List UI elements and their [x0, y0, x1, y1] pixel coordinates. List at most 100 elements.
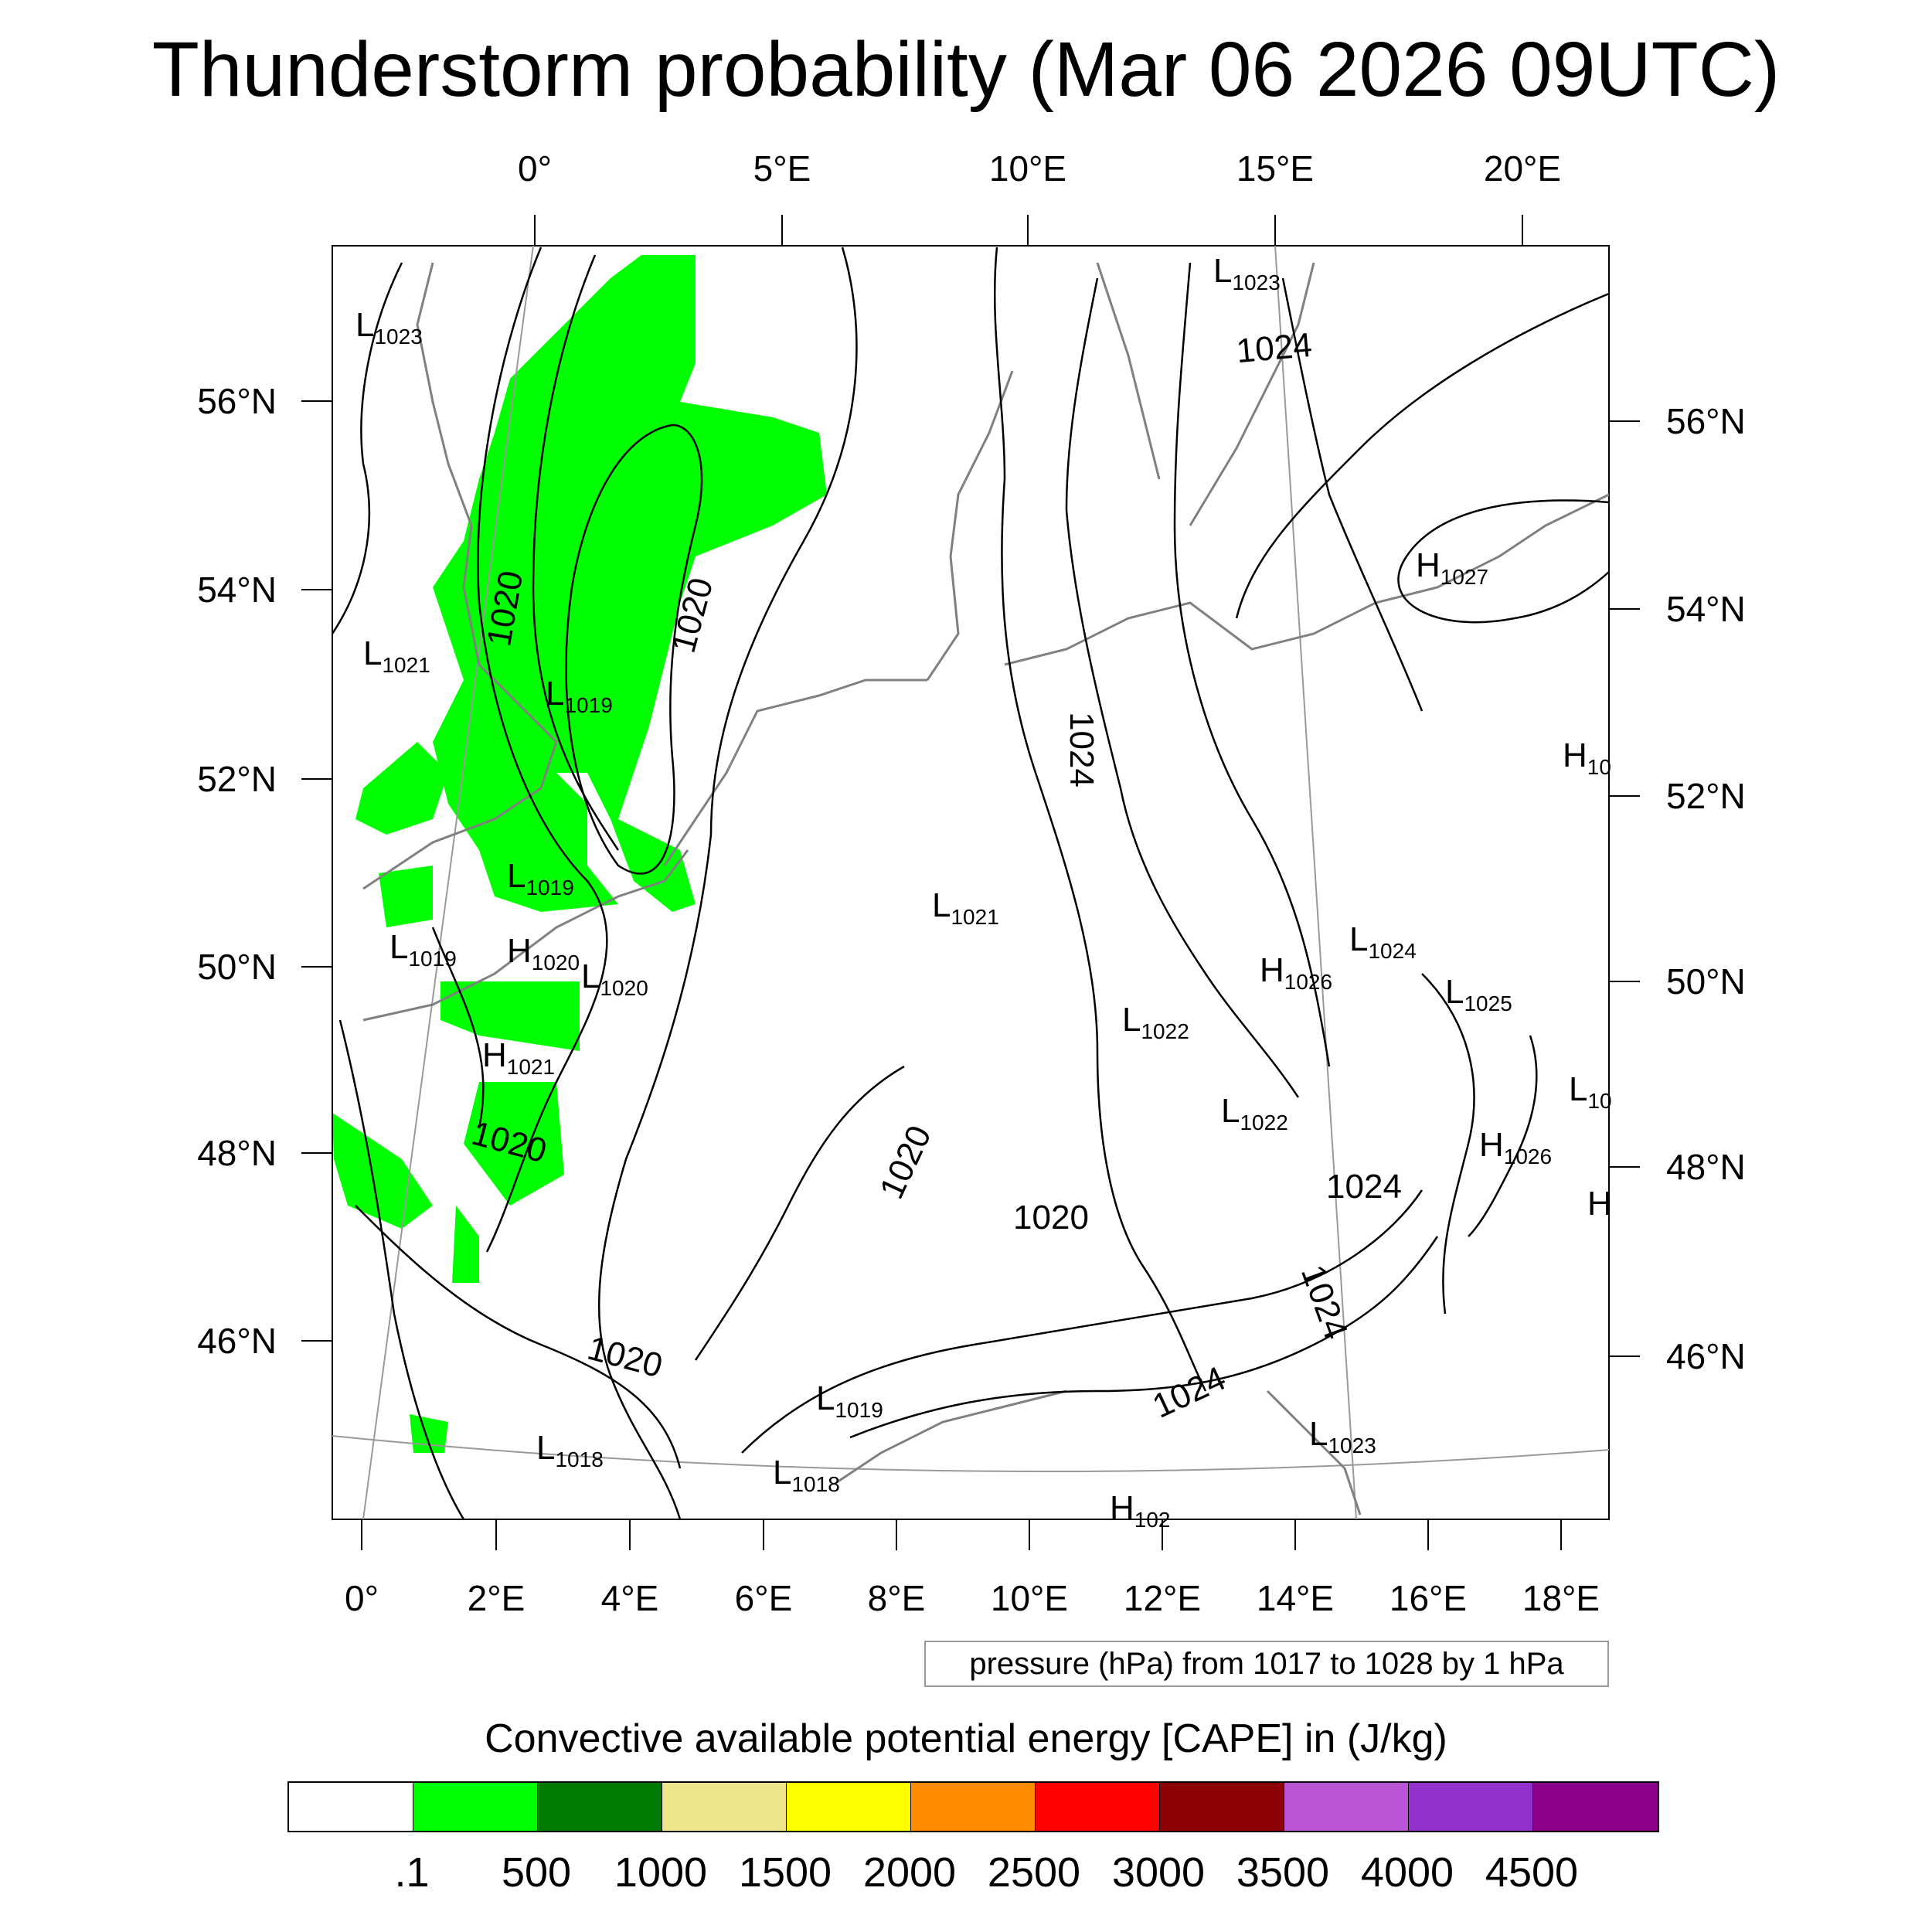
isobar-14 [1421, 973, 1475, 1315]
pressure-center-label: H102 [1110, 1489, 1171, 1532]
isobar-value-label: 1024 [1063, 712, 1100, 787]
colorbar-tick-label: 3000 [1111, 1849, 1206, 1896]
colorbar-tick-label: .1 [394, 1849, 430, 1896]
cape-areas [332, 255, 827, 1453]
isobar-4 [597, 247, 858, 1520]
isobar-value-label: 1020 [583, 1329, 666, 1386]
colorbar-tick-label: 1500 [738, 1849, 832, 1896]
colorbar-segment [1533, 1783, 1658, 1831]
colorbar-tick-label: 4500 [1485, 1849, 1579, 1896]
map-frame [332, 245, 1610, 1520]
colorbar-segment [413, 1783, 538, 1831]
pressure-center-label: H1026 [1260, 951, 1332, 994]
bottom-lon-tick-label: 8°E [868, 1578, 926, 1618]
cape-area-channel [379, 866, 433, 927]
coast-sweden-east [1189, 262, 1315, 526]
top-tick-marks [534, 215, 1523, 246]
graticule [332, 245, 1610, 1520]
right-lat-tick-label: 50°N [1666, 961, 1746, 1002]
bottom-lon-ticks: 0° 2°E 4°E 6°E 8°E 10°E 12°E 14°E 16°E 1… [345, 1578, 1600, 1618]
pressure-center-label: L1019 [389, 928, 457, 971]
cape-area-south [410, 1414, 448, 1453]
pressure-center-label: H1026 [1479, 1126, 1552, 1168]
pressure-center-label: H10 [1563, 736, 1611, 779]
left-lat-tick-label: 56°N [197, 381, 277, 421]
colorbar-segment [538, 1783, 662, 1831]
left-lat-ticks: 56°N 54°N 52°N 50°N 48°N 46°N [197, 381, 277, 1361]
left-lat-tick-label: 50°N [197, 947, 277, 987]
cape-area-france-2 [464, 1082, 564, 1206]
isobar-15 [1468, 1035, 1538, 1237]
isobar-value-label: 1024 [1294, 1260, 1355, 1345]
pressure-centers: L1023 L1023 L1021 L1019 L1019 L1019 H102… [355, 252, 1612, 1532]
colorbar-segment [662, 1783, 787, 1831]
coast-adriatic [1266, 1389, 1362, 1515]
coast-baltic-south [1004, 493, 1610, 666]
pressure-center-label: L1023 [355, 306, 423, 349]
coast-low-countries [663, 679, 927, 866]
cape-area-france-1 [440, 981, 580, 1051]
isobar-12 [741, 1189, 1423, 1454]
pressure-center-label: H1021 [482, 1036, 555, 1079]
left-lat-tick-label: 54°N [197, 570, 277, 610]
pressure-center-label: L1021 [363, 634, 430, 677]
right-lat-ticks: 56°N 54°N 52°N 50°N 48°N 46°N [1666, 401, 1746, 1376]
pressure-center-label: L1018 [773, 1454, 840, 1496]
top-lon-tick-label: 10°E [989, 148, 1066, 189]
isobar-13 [849, 1236, 1439, 1439]
pressure-center-label: L1022 [1122, 1001, 1189, 1043]
pressure-center-label: L1022 [1221, 1092, 1288, 1134]
colorbar-tick-label: 500 [501, 1849, 572, 1896]
pressure-center-label: H [1587, 1185, 1612, 1223]
pressure-center-label: L1023 [1213, 252, 1281, 294]
coast-sweden [1096, 262, 1161, 480]
colorbar-title: Convective available potential energy [C… [485, 1716, 1447, 1761]
left-lat-tick-label: 46°N [197, 1321, 277, 1361]
bottom-lon-tick-label: 6°E [735, 1578, 793, 1618]
pressure-center-label: L10 [1569, 1070, 1612, 1113]
top-lon-ticks: 0° 5°E 10°E 15°E 20°E [518, 148, 1561, 189]
colorbar-segment [289, 1783, 413, 1831]
isobars [331, 247, 1610, 1520]
coast-channel-france [362, 849, 689, 1022]
bottom-lon-tick-label: 12°E [1124, 1578, 1201, 1618]
isobar-10 [1397, 499, 1610, 624]
pressure-center-label: H1020 [507, 932, 580, 975]
right-lat-tick-label: 46°N [1666, 1336, 1746, 1376]
isobar-8 [1281, 277, 1423, 712]
colorbar-segment [1409, 1783, 1533, 1831]
cape-colorbar [287, 1781, 1659, 1832]
colorbar-segment [1160, 1783, 1284, 1831]
pressure-center-label: L1021 [932, 886, 999, 929]
bottom-lon-tick-label: 18°E [1522, 1578, 1600, 1618]
pressure-center-label: L1019 [507, 857, 574, 900]
isobar-value-label: 1024 [1326, 1168, 1402, 1206]
top-lon-tick-label: 20°E [1484, 148, 1561, 189]
right-lat-tick-label: 52°N [1666, 776, 1746, 816]
pressure-center-label: L1025 [1445, 973, 1512, 1015]
top-lon-tick-label: 5°E [753, 148, 811, 189]
bottom-lon-tick-label: 2°E [468, 1578, 526, 1618]
isobar-9 [1235, 292, 1610, 619]
isobar-value-label: 1024 [1147, 1359, 1231, 1426]
pressure-center-label: L1019 [816, 1379, 883, 1422]
isobar-18 [338, 1019, 465, 1520]
isobar-value-label: 1020 [872, 1120, 939, 1204]
colorbar-tick-label: 2000 [862, 1849, 957, 1896]
left-tick-marks [301, 400, 332, 1342]
cape-area-west-coast [355, 742, 448, 835]
top-lon-tick-label: 0° [518, 148, 552, 189]
meridian-line-0 [362, 245, 534, 1520]
right-tick-marks [1609, 420, 1640, 1357]
isobar-17 [355, 1205, 682, 1469]
left-lat-tick-label: 52°N [197, 759, 277, 799]
coast-britain-east [362, 262, 558, 890]
colorbar-tick-label: 3500 [1236, 1849, 1330, 1896]
cape-area-biscay [452, 1206, 479, 1283]
coastlines [362, 262, 1610, 1515]
top-lon-tick-label: 15°E [1236, 148, 1314, 189]
isobar-1 [477, 247, 608, 1253]
colorbar-segment [911, 1783, 1036, 1831]
isobar-5 [993, 247, 1207, 1392]
